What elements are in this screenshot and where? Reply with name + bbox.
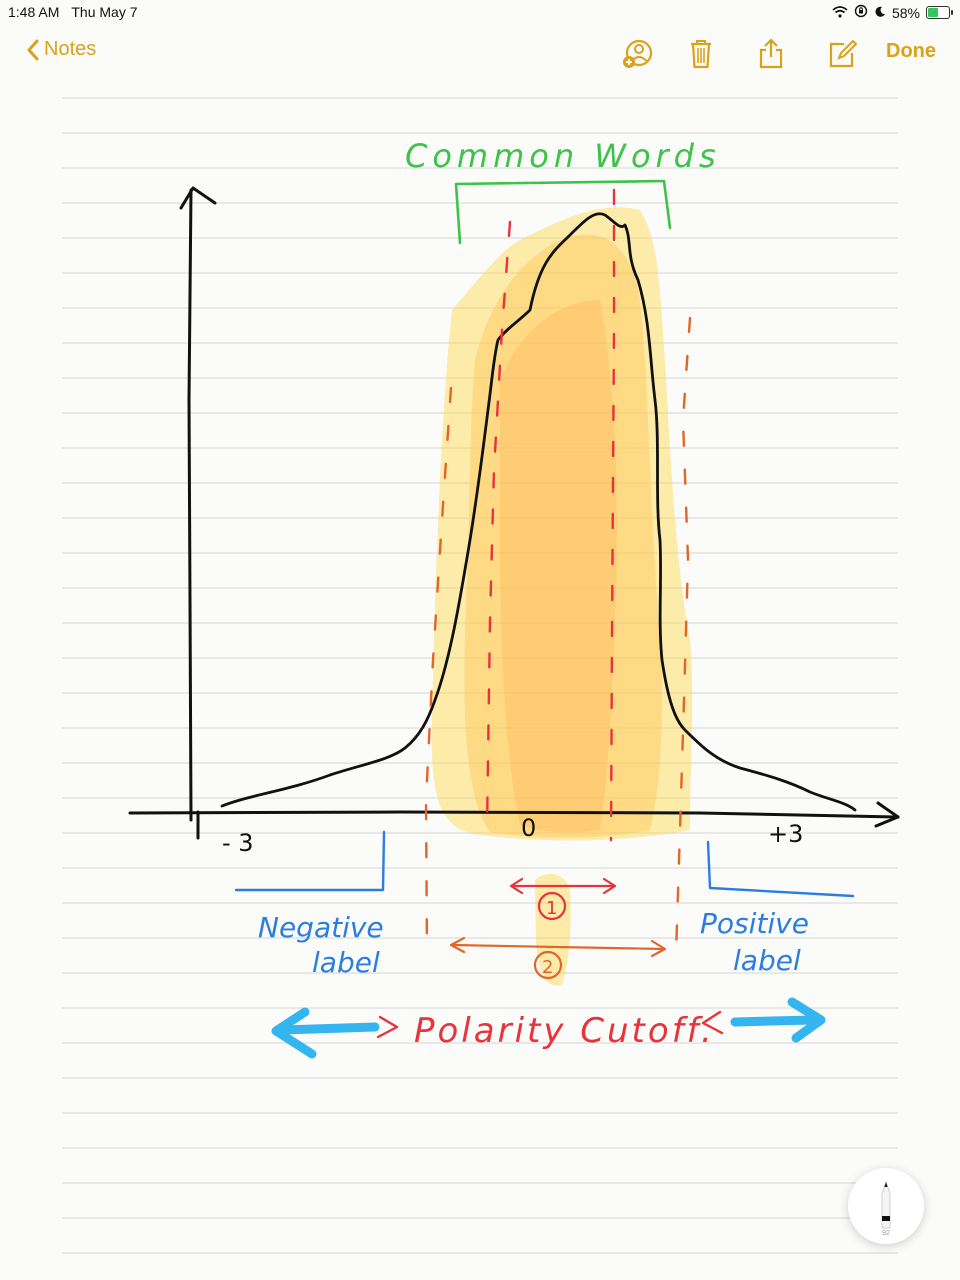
positive-bracket [706,840,855,898]
status-date: Thu May 7 [71,4,138,20]
negative-label-line-1: Negative [258,911,384,944]
marker-2: 2 [542,957,553,978]
right-outward-arrow [701,997,826,1043]
outer-cutoff-lines [424,316,692,957]
negative-bracket [234,830,386,892]
done-button[interactable]: Done [886,40,936,62]
status-time: 1:48 AM [8,4,60,20]
pencil-tool-button[interactable]: 92 [848,1168,924,1244]
ruled-lines [62,97,898,1254]
chevron-left-icon [27,39,39,60]
highlighter-fill [431,207,693,986]
range-arrow-2 [449,936,667,980]
back-label: Notes [44,38,97,60]
battery-percent: 58% [891,4,920,21]
y-axis [187,188,193,822]
bottom-caption: Polarity Cutoff. [414,1011,715,1051]
status-bar: 1:48 AM Thu May 7 58% [0,0,960,26]
left-outward-arrow [271,1007,399,1059]
positive-label-line-1: Positive [700,907,809,940]
x-axis-arrowhead [874,801,900,828]
orientation-lock-icon [854,4,868,21]
back-to-notes-button[interactable]: Notes [26,38,96,61]
x-min-label: - 3 [222,829,254,857]
sketch-title: Common Words [405,137,721,175]
common-words-bracket [454,179,672,245]
add-person-icon[interactable] [620,36,656,72]
graph-axes [128,186,900,840]
toolbar: Notes Done [0,26,960,82]
positive-label-line-2: label [733,944,801,977]
range-arrow-1 [509,877,617,921]
battery-icon [926,6,953,19]
x-axis [128,810,900,819]
inner-cutoff-lines [485,188,616,842]
pencil-tip-label: 92 [882,1230,890,1237]
x-mid-label: 0 [521,814,536,842]
compose-icon[interactable] [824,36,860,72]
y-axis-arrowhead [179,186,217,210]
distribution-curve [220,212,857,812]
x-max-label: +3 [768,820,803,848]
marker-1: 1 [546,898,557,919]
battery-level [928,8,939,17]
share-icon[interactable] [753,36,789,72]
wifi-icon [832,5,848,21]
moon-icon [874,5,886,21]
negative-label-line-2: label [312,946,380,979]
trash-icon[interactable] [683,36,719,72]
pencil-icon [881,1180,891,1229]
